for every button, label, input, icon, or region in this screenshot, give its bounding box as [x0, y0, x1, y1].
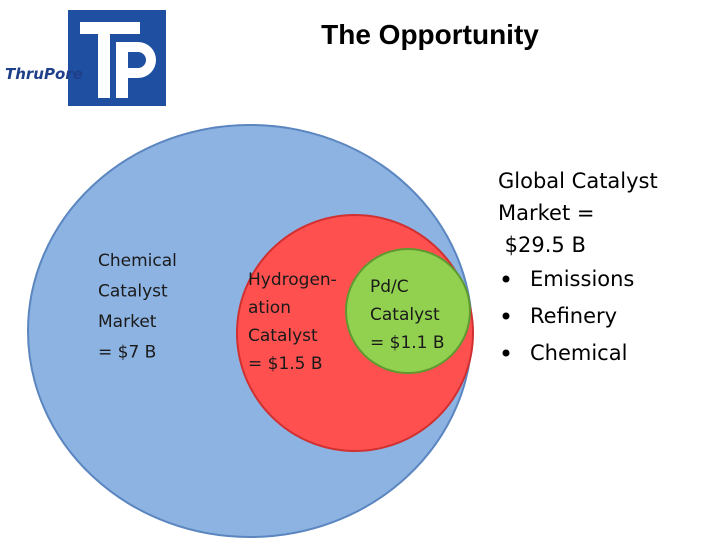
circle-label: ation [248, 298, 291, 318]
circle-label: Pd/C [370, 277, 409, 297]
summary-line: $29.5 B [498, 233, 586, 257]
bullet-dot [502, 312, 510, 320]
circle-label: Catalyst [248, 326, 318, 346]
summary-line: Market = [498, 201, 594, 225]
circle-label: = $1.1 B [370, 333, 445, 353]
circle-label: Catalyst [370, 305, 440, 325]
logo-text: ThruPore [5, 65, 83, 83]
summary-line: Global Catalyst [498, 169, 658, 193]
circle-label: Catalyst [98, 282, 168, 302]
bullet-dot [502, 349, 510, 357]
title: The Opportunity [321, 19, 539, 50]
circle-label: Market [98, 312, 157, 332]
circle-label: Chemical [98, 251, 177, 271]
logo-shape [98, 22, 110, 98]
circle-label: = $7 B [98, 343, 156, 363]
logo: ThruPore [2, 10, 166, 106]
bullet-text: Refinery [530, 304, 617, 328]
inner-circle [345, 248, 471, 374]
circle-label: = $1.5 B [248, 354, 323, 374]
circle-label: Hydrogen- [248, 270, 337, 290]
bullet-text: Emissions [530, 267, 634, 291]
bullet-dot [502, 275, 510, 283]
logo-text-bg [2, 62, 68, 84]
logo-shape [116, 42, 156, 98]
bullet-text: Chemical [530, 341, 627, 365]
